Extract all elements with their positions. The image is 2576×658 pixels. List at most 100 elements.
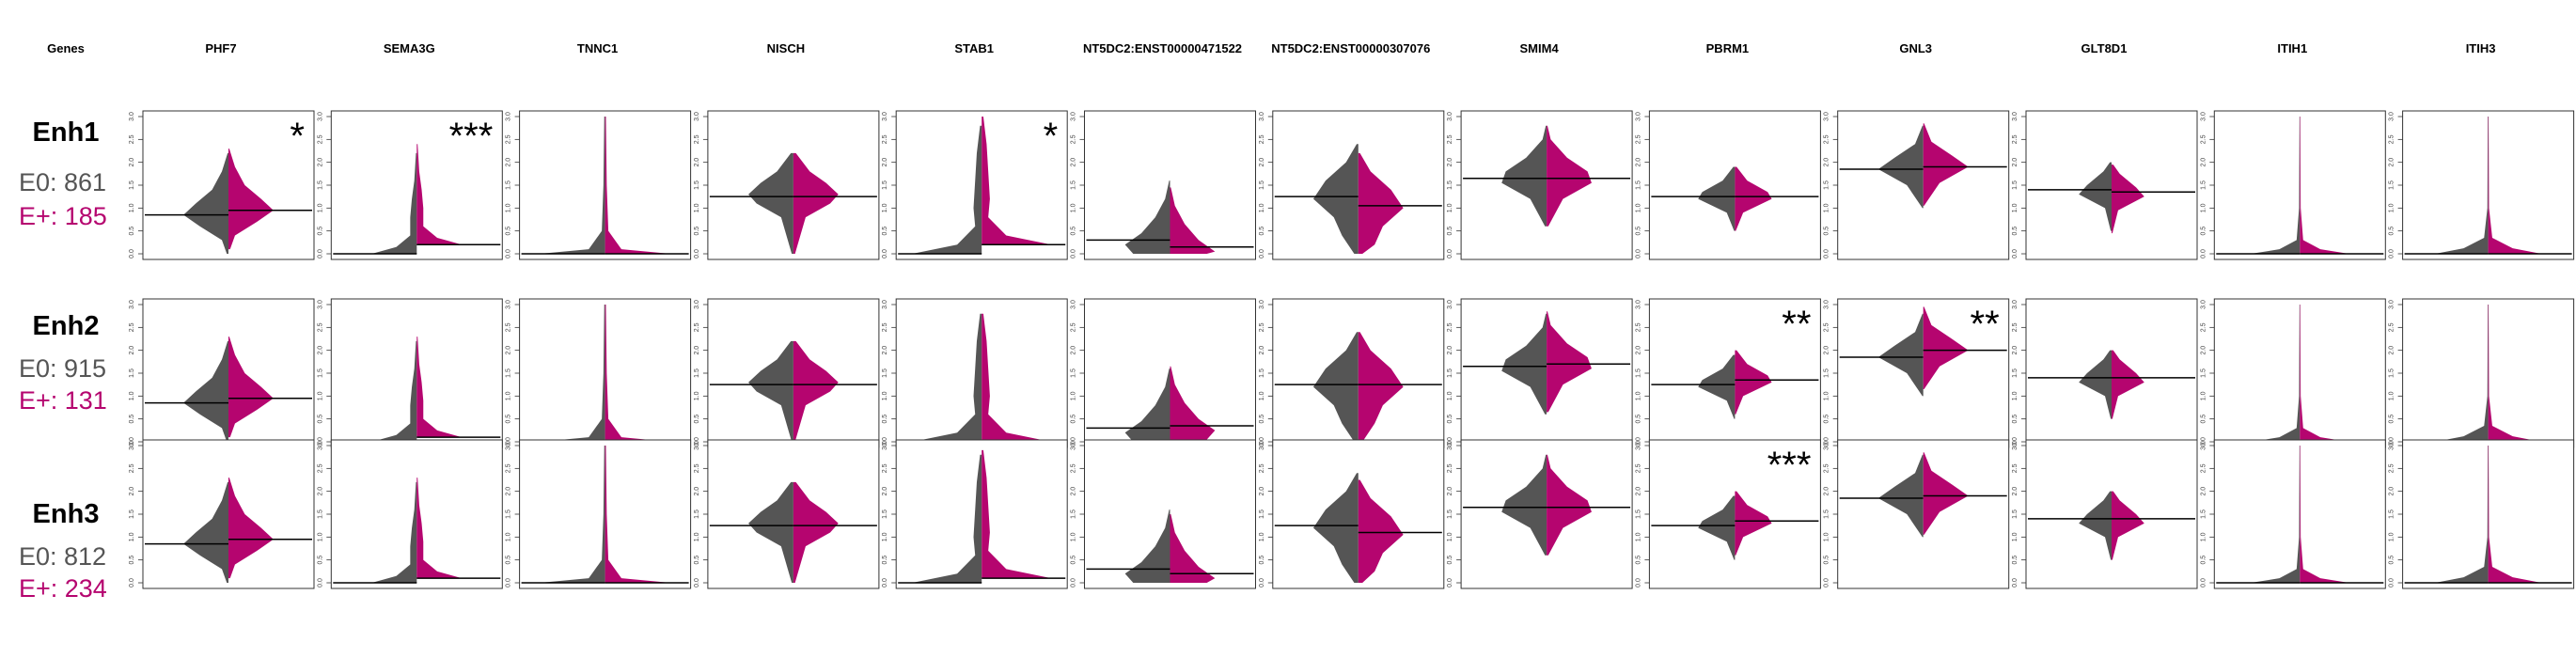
y-tick-label: 1.5 bbox=[506, 509, 512, 519]
violin-half-e0 bbox=[2435, 446, 2489, 583]
y-tick-label: 2.0 bbox=[1071, 346, 1077, 355]
y-tick-label: 0.0 bbox=[2012, 437, 2018, 446]
y-tick-label: 1.0 bbox=[1824, 532, 1830, 541]
violin-panel: 0.0 0.5 1.0 1.5 2.0 2.5 3.0 bbox=[882, 439, 1068, 589]
violin-half-e0 bbox=[1124, 368, 1170, 442]
y-tick-label: 3.0 bbox=[1824, 300, 1830, 309]
violin-half-e0 bbox=[1877, 313, 1924, 397]
violin-panel: 0.0 0.5 1.0 1.5 2.0 2.5 3.0 ** bbox=[1635, 298, 1821, 448]
y-tick-label: 1.0 bbox=[1071, 532, 1077, 541]
y-tick-label: 0.5 bbox=[506, 556, 512, 565]
violin-panel: 0.0 0.5 1.0 1.5 2.0 2.5 3.0 bbox=[506, 110, 692, 260]
y-tick-label: 0.5 bbox=[2012, 556, 2018, 565]
violin-half-eplus bbox=[228, 337, 274, 438]
y-tick-label: 1.5 bbox=[129, 368, 135, 378]
violin-panel: 0.0 0.5 1.0 1.5 2.0 2.5 3.0 bbox=[1824, 439, 2010, 589]
y-tick-label: 1.0 bbox=[694, 203, 700, 212]
violin-panel: 0.0 0.5 1.0 1.5 2.0 2.5 3.0 bbox=[2200, 298, 2386, 448]
violin-half-eplus bbox=[982, 313, 1052, 442]
y-tick-label: 1.5 bbox=[2389, 368, 2395, 378]
row-eplus-count: E+: 185 bbox=[19, 202, 107, 230]
y-tick-label: 1.5 bbox=[1071, 180, 1077, 190]
y-tick-label: 2.0 bbox=[1259, 158, 1265, 167]
violin-panel: 0.0 0.5 1.0 1.5 2.0 2.5 3.0 bbox=[1635, 110, 1821, 260]
row-title: Enh3 bbox=[33, 499, 100, 529]
violin-half-e0 bbox=[1501, 125, 1547, 227]
y-tick-label: 3.0 bbox=[2012, 112, 2018, 121]
y-tick-label: 2.5 bbox=[2012, 463, 2018, 473]
violin-half-eplus bbox=[793, 340, 839, 442]
y-tick-label: 2.5 bbox=[1824, 322, 1830, 332]
violin-half-eplus bbox=[1735, 491, 1772, 556]
y-tick-label: 1.0 bbox=[882, 203, 888, 212]
y-tick-label: 3.0 bbox=[1824, 441, 1830, 450]
y-tick-label: 2.5 bbox=[882, 322, 888, 332]
y-tick-label: 3.0 bbox=[694, 441, 700, 450]
y-tick-label: 2.0 bbox=[506, 487, 512, 496]
violin-half-eplus bbox=[1547, 311, 1592, 413]
y-tick-label: 3.0 bbox=[2200, 112, 2207, 121]
y-tick-label: 3.0 bbox=[1635, 300, 1641, 309]
y-tick-label: 3.0 bbox=[1071, 441, 1077, 450]
y-tick-label: 1.5 bbox=[1824, 368, 1830, 378]
y-tick-label: 2.0 bbox=[1447, 158, 1453, 167]
y-tick-label: 3.0 bbox=[2389, 441, 2395, 450]
gene-header-sema3g: SEMA3G bbox=[384, 41, 435, 55]
y-tick-label: 2.0 bbox=[1824, 346, 1830, 355]
violin-panel: 0.0 0.5 1.0 1.5 2.0 2.5 3.0 *** bbox=[317, 110, 503, 260]
y-tick-label: 0.0 bbox=[317, 437, 323, 446]
y-tick-label: 3.0 bbox=[1071, 112, 1077, 121]
y-tick-label: 2.0 bbox=[2389, 346, 2395, 355]
y-tick-label: 2.5 bbox=[317, 134, 323, 144]
gene-header-tnnc1: TNNC1 bbox=[577, 41, 618, 55]
significance-marker: * bbox=[1044, 116, 1059, 157]
y-tick-label: 3.0 bbox=[1635, 112, 1641, 121]
y-tick-label: 0.5 bbox=[129, 227, 135, 236]
y-tick-label: 2.5 bbox=[1259, 134, 1265, 144]
y-tick-label: 2.0 bbox=[694, 487, 700, 496]
y-tick-label: 2.5 bbox=[2389, 322, 2395, 332]
y-tick-label: 0.0 bbox=[1824, 249, 1830, 258]
gene-header-nt5dc2-enst00000307076: NT5DC2:ENST00000307076 bbox=[1271, 41, 1430, 55]
y-tick-label: 2.5 bbox=[1635, 134, 1641, 144]
y-tick-label: 2.5 bbox=[882, 134, 888, 144]
y-tick-label: 3.0 bbox=[882, 300, 888, 309]
y-tick-label: 2.0 bbox=[1447, 487, 1453, 496]
violin-half-e0 bbox=[371, 152, 417, 254]
violin-panel: 0.0 0.5 1.0 1.5 2.0 2.5 3.0 bbox=[694, 110, 880, 260]
violin-panel: 0.0 0.5 1.0 1.5 2.0 2.5 3.0 bbox=[2389, 110, 2575, 260]
enhancer-rows: Enh1 E0: 861 E+: 185 0.0 0.5 1.0 1.5 2.0 2.5 3.0 *… bbox=[19, 110, 2575, 603]
y-tick-label: 2.5 bbox=[129, 463, 135, 473]
y-tick-label: 3.0 bbox=[1447, 300, 1453, 309]
y-tick-label: 0.0 bbox=[1447, 249, 1453, 258]
y-tick-label: 0.0 bbox=[2200, 249, 2207, 258]
y-tick-label: 2.0 bbox=[2200, 158, 2207, 167]
y-tick-label: 3.0 bbox=[129, 441, 135, 450]
y-tick-label: 0.0 bbox=[1259, 437, 1265, 446]
y-tick-label: 2.0 bbox=[506, 158, 512, 167]
y-tick-label: 0.0 bbox=[694, 578, 700, 588]
y-tick-label: 2.5 bbox=[2200, 134, 2207, 144]
gene-header-phf7: PHF7 bbox=[205, 41, 236, 55]
y-tick-label: 3.0 bbox=[506, 441, 512, 450]
y-tick-label: 3.0 bbox=[2389, 112, 2395, 121]
y-tick-label: 2.5 bbox=[506, 463, 512, 473]
row-title: Enh2 bbox=[33, 311, 100, 341]
y-tick-label: 1.0 bbox=[317, 532, 323, 541]
violin-half-eplus bbox=[2112, 350, 2144, 419]
y-tick-label: 0.5 bbox=[129, 556, 135, 565]
y-tick-label: 1.5 bbox=[1259, 509, 1265, 519]
y-tick-label: 1.5 bbox=[882, 368, 888, 378]
y-tick-label: 1.5 bbox=[2012, 180, 2018, 190]
y-tick-label: 3.0 bbox=[506, 112, 512, 121]
violin-half-eplus bbox=[416, 144, 463, 245]
y-tick-label: 0.0 bbox=[129, 437, 135, 446]
violin-half-eplus bbox=[1923, 452, 1969, 535]
y-tick-label: 2.0 bbox=[2012, 487, 2018, 496]
row-eplus-count: E+: 234 bbox=[19, 574, 107, 603]
violin-half-eplus bbox=[1923, 123, 1969, 206]
violin-panel: 0.0 0.5 1.0 1.5 2.0 2.5 3.0 bbox=[1259, 298, 1445, 448]
y-tick-label: 0.0 bbox=[1071, 437, 1077, 446]
violin-panel: 0.0 0.5 1.0 1.5 2.0 2.5 3.0 bbox=[1259, 110, 1445, 260]
